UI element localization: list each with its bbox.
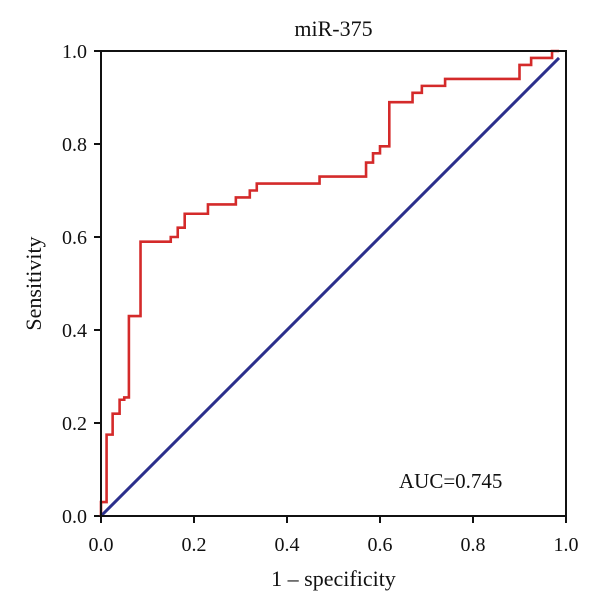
x-tick-label: 0.6 bbox=[368, 534, 393, 556]
y-tick-label: 0.0 bbox=[62, 506, 87, 528]
x-axis-ticks: 0.0 0.2 0.4 0.6 0.8 1.0 bbox=[89, 516, 579, 556]
series-layer bbox=[99, 49, 561, 518]
y-axis-title: Sensitivity bbox=[21, 236, 46, 330]
x-tick-label: 0.4 bbox=[275, 534, 300, 556]
x-tick-label: 1.0 bbox=[554, 534, 579, 556]
plot-frame bbox=[100, 50, 567, 517]
auc-annotation: AUC=0.745 bbox=[399, 469, 502, 493]
x-tick-label: 0.0 bbox=[89, 534, 114, 556]
y-tick-label: 0.6 bbox=[62, 227, 87, 249]
chart-title: miR-375 bbox=[294, 16, 372, 41]
y-tick-label: 1.0 bbox=[62, 41, 87, 63]
y-tick-label: 0.8 bbox=[62, 134, 87, 156]
y-tick-label: 0.2 bbox=[62, 413, 87, 435]
reference-diagonal-line bbox=[99, 56, 561, 518]
roc-curve-line bbox=[99, 49, 560, 516]
x-axis-title: 1 – specificity bbox=[271, 566, 396, 591]
y-axis-ticks: 0.0 0.2 0.4 0.6 0.8 1.0 bbox=[62, 41, 101, 528]
y-tick-label: 0.4 bbox=[62, 320, 87, 342]
x-tick-label: 0.8 bbox=[461, 534, 486, 556]
x-tick-label: 0.2 bbox=[182, 534, 207, 556]
